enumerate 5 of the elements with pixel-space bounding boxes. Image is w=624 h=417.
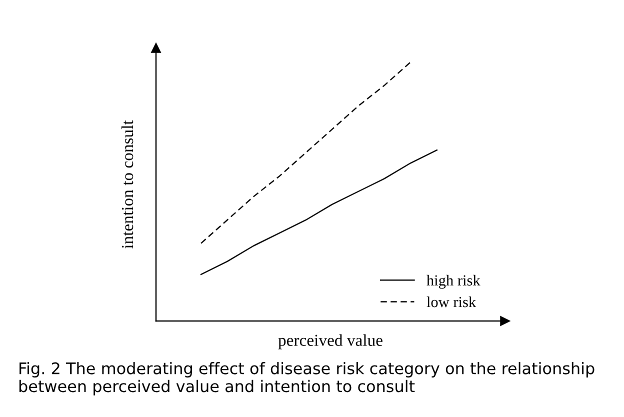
legend-label: low risk bbox=[426, 296, 476, 308]
y-axis-title: intention to consult bbox=[121, 120, 134, 248]
x-axis-title: perceived value bbox=[278, 334, 382, 350]
legend-label: high risk bbox=[426, 274, 480, 289]
caption: Fig. 2 The moderating effect of disease risk category on the relationship between perceived value and intention to consult bbox=[19, 362, 594, 396]
